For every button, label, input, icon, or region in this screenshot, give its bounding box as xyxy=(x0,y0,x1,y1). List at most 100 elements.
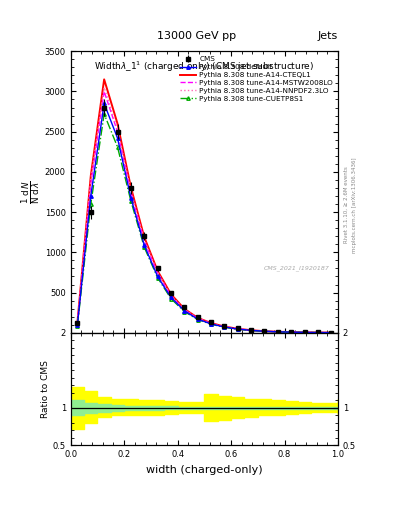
Pythia 8.308 tune-A14-MSTW2008LO xyxy=(262,328,267,334)
Pythia 8.308 tune-A14-CTEQL1 xyxy=(129,184,133,190)
Pythia 8.308 tune-A14-MSTW2008LO xyxy=(275,329,280,335)
Pythia 8.308 tune-A14-CTEQL1 xyxy=(182,306,187,312)
Pythia 8.308 tune-A14-CTEQL1 xyxy=(222,324,227,330)
Pythia 8.308 tune-A14-CTEQL1 xyxy=(75,319,80,326)
Pythia 8.308 default xyxy=(302,329,307,335)
Pythia 8.308 tune-CUETP8S1 xyxy=(302,329,307,335)
Pythia 8.308 tune-A14-CTEQL1 xyxy=(262,328,267,334)
Pythia 8.308 tune-A14-CTEQL1 xyxy=(102,76,107,82)
Pythia 8.308 default xyxy=(129,195,133,201)
Pythia 8.308 tune-A14-NNPDF2.3LO xyxy=(142,237,147,243)
Text: CMS_2021_I1920187: CMS_2021_I1920187 xyxy=(264,265,330,271)
Pythia 8.308 tune-A14-MSTW2008LO xyxy=(209,321,213,327)
Pythia 8.308 tune-A14-NNPDF2.3LO xyxy=(182,306,187,312)
Pythia 8.308 tune-A14-CTEQL1 xyxy=(235,326,240,332)
Pythia 8.308 tune-CUETP8S1 xyxy=(222,324,227,330)
Pythia 8.308 tune-A14-NNPDF2.3LO xyxy=(75,320,80,326)
Pythia 8.308 tune-A14-CTEQL1 xyxy=(289,329,294,335)
Line: Pythia 8.308 tune-A14-MSTW2008LO: Pythia 8.308 tune-A14-MSTW2008LO xyxy=(77,92,331,333)
Pythia 8.308 tune-CUETP8S1 xyxy=(195,316,200,323)
Pythia 8.308 tune-A14-MSTW2008LO xyxy=(182,307,187,313)
Pythia 8.308 tune-A14-MSTW2008LO xyxy=(222,324,227,330)
Pythia 8.308 tune-CUETP8S1 xyxy=(169,295,173,302)
Pythia 8.308 tune-A14-NNPDF2.3LO xyxy=(262,328,267,334)
Pythia 8.308 tune-A14-CTEQL1 xyxy=(155,268,160,274)
Pythia 8.308 default xyxy=(249,327,253,333)
Pythia 8.308 default xyxy=(102,100,107,106)
Pythia 8.308 tune-A14-NNPDF2.3LO xyxy=(102,84,107,91)
Pythia 8.308 default xyxy=(182,308,187,314)
Pythia 8.308 tune-CUETP8S1 xyxy=(289,329,294,335)
Y-axis label: Ratio to CMS: Ratio to CMS xyxy=(41,360,50,418)
X-axis label: width (charged-only): width (charged-only) xyxy=(146,465,263,475)
Pythia 8.308 default xyxy=(209,321,213,327)
Text: mcplots.cern.ch [arXiv:1306.3436]: mcplots.cern.ch [arXiv:1306.3436] xyxy=(352,157,357,252)
Pythia 8.308 tune-A14-MSTW2008LO xyxy=(169,293,173,299)
Pythia 8.308 tune-CUETP8S1 xyxy=(316,330,320,336)
Pythia 8.308 tune-A14-CTEQL1 xyxy=(142,234,147,240)
Pythia 8.308 tune-CUETP8S1 xyxy=(142,244,147,250)
Pythia 8.308 tune-A14-CTEQL1 xyxy=(302,329,307,335)
Pythia 8.308 tune-CUETP8S1 xyxy=(275,329,280,335)
Pythia 8.308 tune-CUETP8S1 xyxy=(75,323,80,329)
Pythia 8.308 tune-A14-CTEQL1 xyxy=(169,291,173,297)
Pythia 8.308 tune-CUETP8S1 xyxy=(155,274,160,281)
Text: Jets: Jets xyxy=(318,31,338,41)
Pythia 8.308 tune-CUETP8S1 xyxy=(262,328,267,334)
Pythia 8.308 default xyxy=(88,193,93,199)
Pythia 8.308 tune-A14-NNPDF2.3LO xyxy=(302,329,307,335)
Legend: CMS, Pythia 8.308 default, Pythia 8.308 tune-A14-CTEQL1, Pythia 8.308 tune-A14-M: CMS, Pythia 8.308 default, Pythia 8.308 … xyxy=(179,55,334,103)
Pythia 8.308 tune-CUETP8S1 xyxy=(209,321,213,327)
Y-axis label: $\frac{1}{\mathrm{N}}\frac{\mathrm{d}\,N}{\mathrm{d}\,\lambda}$: $\frac{1}{\mathrm{N}}\frac{\mathrm{d}\,N… xyxy=(20,180,42,204)
Pythia 8.308 tune-A14-CTEQL1 xyxy=(115,120,120,126)
Pythia 8.308 tune-A14-CTEQL1 xyxy=(249,327,253,333)
Pythia 8.308 tune-A14-MSTW2008LO xyxy=(102,89,107,95)
Pythia 8.308 tune-A14-NNPDF2.3LO xyxy=(289,329,294,335)
Pythia 8.308 tune-A14-MSTW2008LO xyxy=(329,330,334,336)
Pythia 8.308 tune-A14-NNPDF2.3LO xyxy=(129,187,133,194)
Pythia 8.308 tune-A14-NNPDF2.3LO xyxy=(222,324,227,330)
Pythia 8.308 tune-CUETP8S1 xyxy=(329,330,334,336)
Line: Pythia 8.308 tune-A14-CTEQL1: Pythia 8.308 tune-A14-CTEQL1 xyxy=(77,79,331,333)
Pythia 8.308 tune-A14-MSTW2008LO xyxy=(235,326,240,332)
Line: Pythia 8.308 tune-A14-NNPDF2.3LO: Pythia 8.308 tune-A14-NNPDF2.3LO xyxy=(77,88,331,333)
Pythia 8.308 tune-A14-NNPDF2.3LO xyxy=(249,327,253,333)
Pythia 8.308 tune-A14-NNPDF2.3LO xyxy=(275,329,280,335)
Pythia 8.308 tune-A14-MSTW2008LO xyxy=(155,270,160,276)
Line: Pythia 8.308 tune-CUETP8S1: Pythia 8.308 tune-CUETP8S1 xyxy=(76,112,333,334)
Pythia 8.308 default xyxy=(289,329,294,335)
Pythia 8.308 tune-A14-NNPDF2.3LO xyxy=(155,269,160,275)
Pythia 8.308 default xyxy=(169,294,173,301)
Pythia 8.308 tune-A14-MSTW2008LO xyxy=(195,315,200,322)
Pythia 8.308 default xyxy=(195,316,200,322)
Pythia 8.308 tune-CUETP8S1 xyxy=(115,144,120,150)
Pythia 8.308 tune-CUETP8S1 xyxy=(249,328,253,334)
Pythia 8.308 tune-A14-MSTW2008LO xyxy=(316,330,320,336)
Pythia 8.308 tune-A14-CTEQL1 xyxy=(316,329,320,335)
Text: Rivet 3.1.10, ≥ 2.6M events: Rivet 3.1.10, ≥ 2.6M events xyxy=(344,166,349,243)
Pythia 8.308 tune-A14-MSTW2008LO xyxy=(302,329,307,335)
Pythia 8.308 tune-A14-NNPDF2.3LO xyxy=(209,320,213,326)
Pythia 8.308 tune-CUETP8S1 xyxy=(129,198,133,204)
Pythia 8.308 tune-A14-CTEQL1 xyxy=(88,173,93,179)
Pythia 8.308 tune-A14-MSTW2008LO xyxy=(129,189,133,195)
Text: Width$\lambda\_1^1$ (charged only) (CMS jet substructure): Width$\lambda\_1^1$ (charged only) (CMS … xyxy=(94,60,314,74)
Pythia 8.308 default xyxy=(142,242,147,248)
Pythia 8.308 tune-A14-MSTW2008LO xyxy=(75,321,80,327)
Pythia 8.308 default xyxy=(329,330,334,336)
Pythia 8.308 default xyxy=(262,328,267,334)
Pythia 8.308 tune-A14-MSTW2008LO xyxy=(88,181,93,187)
Pythia 8.308 tune-A14-NNPDF2.3LO xyxy=(195,315,200,322)
Pythia 8.308 tune-CUETP8S1 xyxy=(182,309,187,315)
Pythia 8.308 default xyxy=(316,330,320,336)
Pythia 8.308 tune-A14-NNPDF2.3LO xyxy=(235,326,240,332)
Pythia 8.308 tune-A14-NNPDF2.3LO xyxy=(316,330,320,336)
Pythia 8.308 default xyxy=(115,135,120,141)
Pythia 8.308 tune-A14-NNPDF2.3LO xyxy=(115,126,120,132)
Pythia 8.308 tune-A14-CTEQL1 xyxy=(195,315,200,321)
Pythia 8.308 tune-A14-NNPDF2.3LO xyxy=(169,292,173,298)
Pythia 8.308 tune-CUETP8S1 xyxy=(102,111,107,117)
Pythia 8.308 tune-A14-NNPDF2.3LO xyxy=(329,330,334,336)
Text: 13000 GeV pp: 13000 GeV pp xyxy=(157,31,236,41)
Pythia 8.308 tune-A14-CTEQL1 xyxy=(329,330,334,336)
